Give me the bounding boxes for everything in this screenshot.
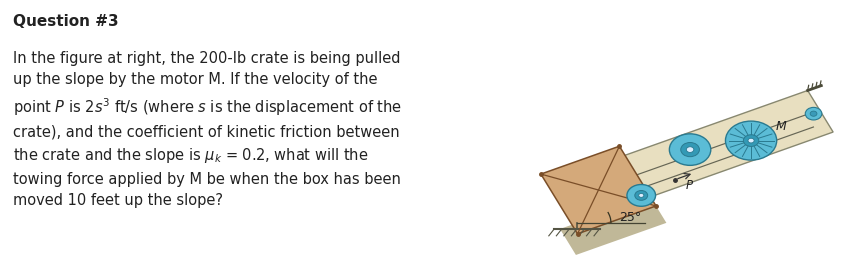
Text: In the figure at right, the 200-lb crate is being pulled
up the slope by the mot: In the figure at right, the 200-lb crate… bbox=[13, 51, 402, 208]
Circle shape bbox=[811, 111, 817, 116]
Circle shape bbox=[687, 147, 694, 152]
Text: 25°: 25° bbox=[619, 211, 641, 225]
Circle shape bbox=[638, 194, 643, 197]
Circle shape bbox=[748, 138, 754, 143]
Circle shape bbox=[669, 134, 711, 165]
Circle shape bbox=[681, 143, 700, 157]
Polygon shape bbox=[541, 146, 656, 234]
Circle shape bbox=[635, 190, 648, 200]
Text: Question #3: Question #3 bbox=[13, 14, 119, 29]
Text: P: P bbox=[685, 179, 693, 192]
Polygon shape bbox=[552, 90, 833, 223]
Polygon shape bbox=[560, 197, 666, 255]
Circle shape bbox=[805, 107, 822, 120]
Circle shape bbox=[627, 185, 656, 206]
Circle shape bbox=[743, 135, 759, 146]
Circle shape bbox=[726, 121, 777, 160]
Text: M: M bbox=[776, 120, 786, 133]
